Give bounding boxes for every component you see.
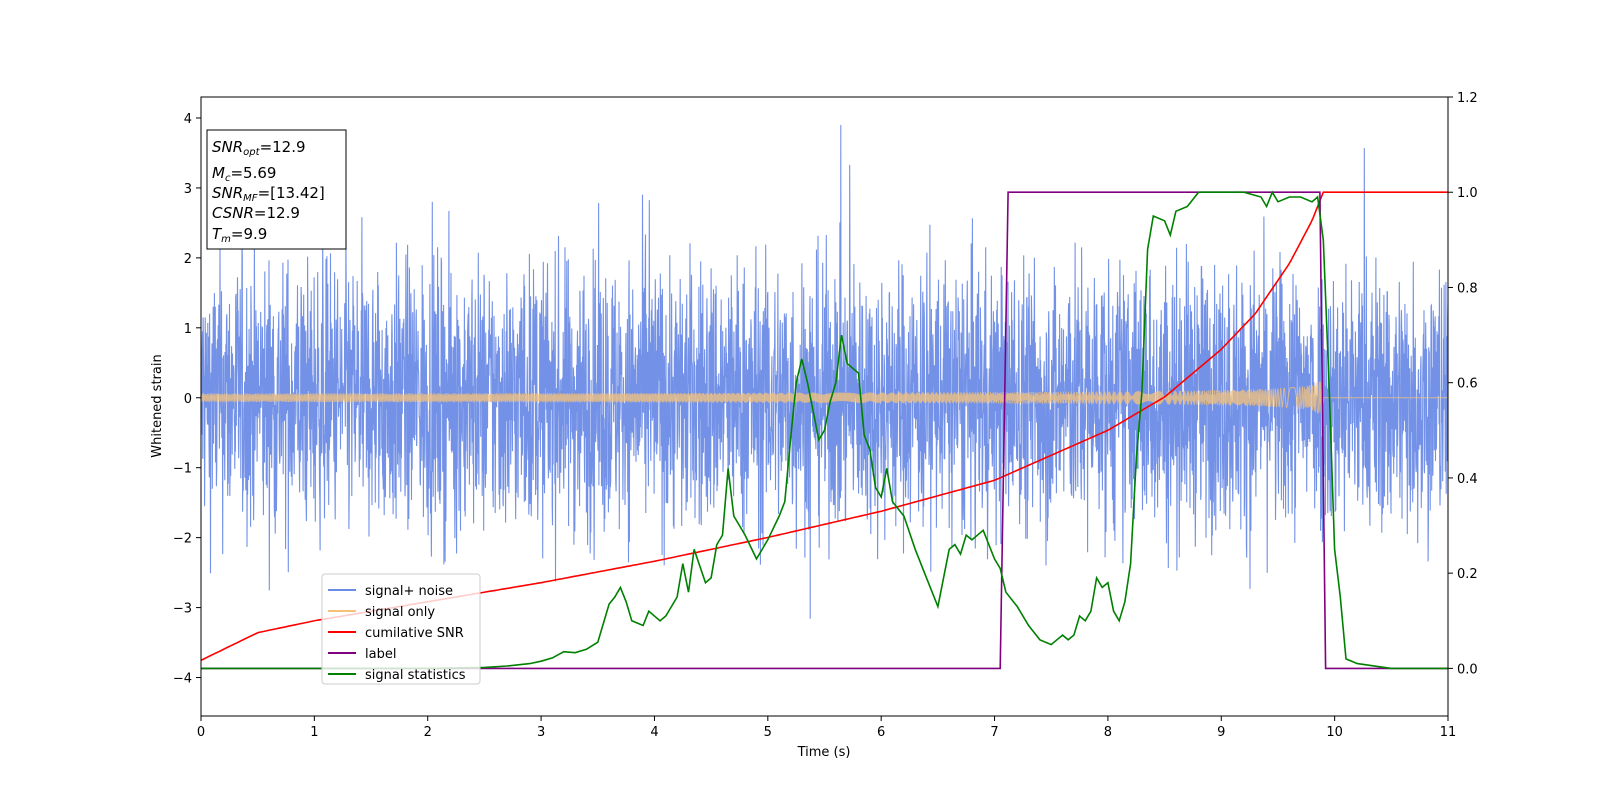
y2-tick-label: 1.2: [1457, 91, 1478, 106]
y2-tick-label: 0.4: [1457, 472, 1478, 487]
plot-frame: [200, 96, 1449, 717]
legend-frame: [321, 573, 481, 685]
y-tick-label: −4: [173, 672, 192, 687]
info-box-frame: [206, 129, 347, 250]
x-axis-label: Time (s): [797, 745, 851, 760]
legend-label: signal+ noise: [365, 584, 453, 599]
legend-label: signal statistics: [365, 668, 466, 683]
x-tick-label: 3: [537, 725, 545, 740]
y2-tick-label: 0.2: [1457, 567, 1478, 582]
y-tick-label: −1: [173, 462, 192, 477]
y2-tick-label: 0.6: [1457, 377, 1478, 392]
y-axis-left: 4 3 2 1 0 −1 −2 −3 −4: [173, 112, 201, 687]
x-tick-label: 0: [197, 725, 205, 740]
x-tick-label: 5: [764, 725, 772, 740]
x-tick-label: 11: [1440, 725, 1457, 740]
info-tm: Tm=9.9: [212, 225, 267, 245]
series-label-line: [201, 191, 1448, 670]
y-tick-label: 3: [184, 182, 192, 197]
info-snr-opt: SNRopt=12.9: [212, 138, 306, 158]
y2-tick-label: 1.0: [1457, 186, 1478, 201]
series-signal-statistics-line: [201, 190, 1448, 670]
y-tick-label: −2: [173, 532, 192, 547]
x-tick-label: 8: [1104, 725, 1112, 740]
info-csnr: CSNR=12.9: [212, 204, 300, 222]
y-tick-label: 1: [184, 322, 192, 337]
y-axis-right: 1.2 1.0 0.8 0.6 0.4 0.2 0.0: [1448, 91, 1478, 677]
x-axis: 0 1 2 3 4 5 6 7 8 9 10 11: [197, 716, 1456, 740]
y-tick-label: 2: [184, 252, 192, 267]
legend-label: cumilative SNR: [365, 626, 464, 641]
info-box: SNRopt=12.9 Mc=5.69 SNRMF=[13.42] CSNR=1…: [206, 129, 347, 250]
x-tick-label: 1: [310, 725, 318, 740]
x-tick-label: 9: [1217, 725, 1225, 740]
legend: signal+ noise signal only cumilative SNR la…: [321, 573, 481, 685]
y-tick-label: −3: [173, 602, 192, 617]
y-tick-label: 0: [184, 392, 192, 407]
x-tick-label: 10: [1326, 725, 1343, 740]
info-mc: Mc=5.69: [212, 164, 276, 184]
y2-tick-label: 0.0: [1457, 662, 1478, 677]
x-tick-label: 7: [990, 725, 998, 740]
legend-label: signal only: [365, 605, 435, 620]
series-signal-plus-noise-line: [201, 124, 1448, 619]
x-tick-label: 6: [877, 725, 885, 740]
x-tick-label: 4: [650, 725, 658, 740]
y-tick-label: 4: [184, 112, 192, 127]
y-axis-label: Whitened strain: [150, 354, 165, 457]
info-snr-mf: SNRMF=[13.42]: [212, 184, 325, 204]
legend-label: label: [365, 647, 396, 662]
series-signal-only-line: [201, 381, 1448, 414]
y2-tick-label: 0.8: [1457, 281, 1478, 296]
x-tick-label: 2: [424, 725, 432, 740]
